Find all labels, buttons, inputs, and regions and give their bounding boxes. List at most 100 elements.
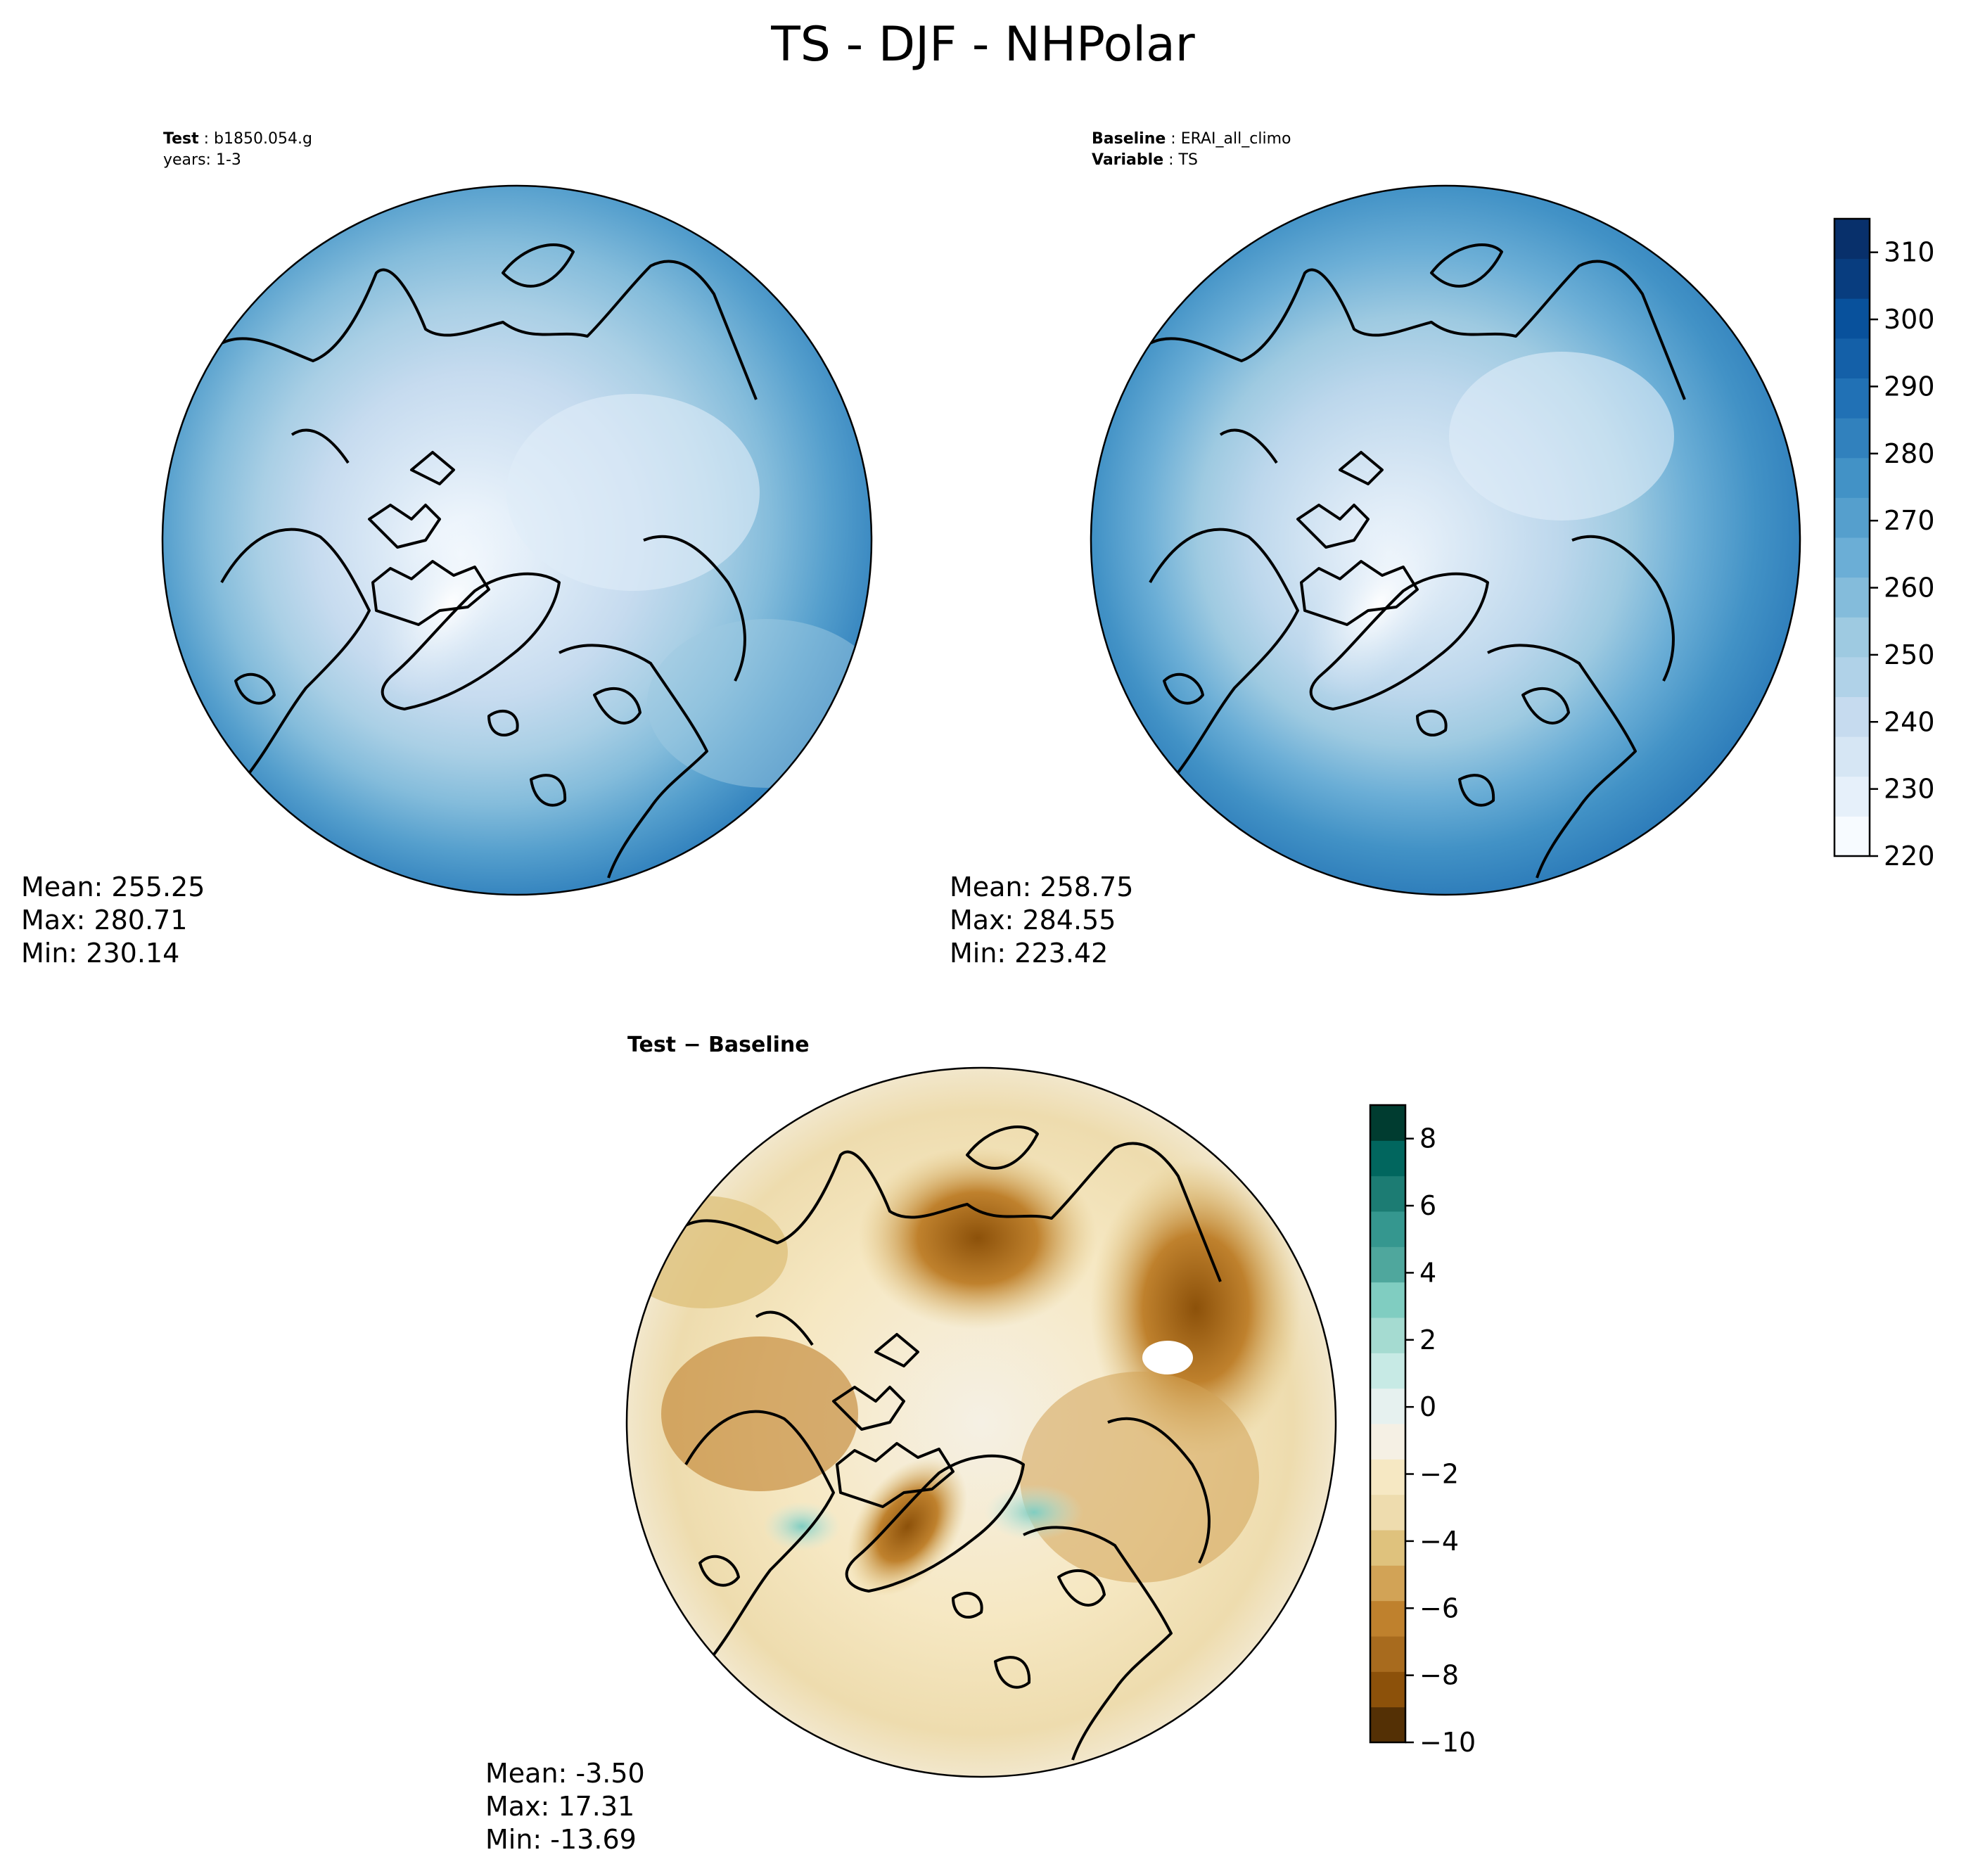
test-siberia-cold [506, 394, 760, 591]
blues-colorbar-segment [1834, 298, 1870, 339]
baseline-map [1090, 184, 1801, 896]
blues-colorbar-tick-label: 240 [1884, 706, 1935, 737]
blues-colorbar-segment [1834, 816, 1870, 857]
difference-arctic-cold-bias [858, 1147, 1097, 1329]
brbg-colorbar-segment [1370, 1246, 1405, 1283]
brbg-colorbar-segment [1370, 1459, 1405, 1495]
blues-colorbar-segment [1834, 656, 1870, 697]
brbg-colorbar-segment [1370, 1565, 1405, 1602]
blues-colorbar-tick-label: 250 [1884, 639, 1935, 670]
brbg-colorbar-segment [1370, 1105, 1405, 1141]
difference-america-bias [661, 1336, 858, 1491]
baseline-variable-value: TS [1178, 151, 1198, 169]
test-max: Max: 280.71 [21, 905, 188, 936]
blues-colorbar-segment [1834, 776, 1870, 817]
blues-colorbar-segment [1834, 418, 1870, 459]
brbg-colorbar: −10 −8 −6 −4 −2 0 2 4 6 8 [1369, 1104, 1476, 1758]
brbg-colorbar-tick-label: 0 [1419, 1391, 1436, 1422]
difference-title: Test − Baseline [627, 1033, 810, 1057]
brbg-colorbar-tick-label: −8 [1419, 1660, 1459, 1691]
brbg-colorbar-tick-label: −2 [1419, 1459, 1459, 1490]
test-header: Test : b1850.054.g years: 1-3 [163, 129, 312, 171]
brbg-colorbar-frame [1369, 1104, 1407, 1744]
blues-colorbar-segment [1834, 338, 1870, 378]
difference-min: Min: -13.69 [485, 1824, 637, 1855]
blues-colorbar-tick-label: 300 [1884, 304, 1935, 335]
baseline-stats: Mean: 258.75 Max: 284.55 Min: 223.42 [950, 871, 1133, 970]
brbg-colorbar-segment [1370, 1636, 1405, 1672]
blues-colorbar-segment [1834, 696, 1870, 737]
figure-title: TS - DJF - NHPolar [771, 17, 1195, 72]
blues-colorbar-segment [1834, 457, 1870, 498]
brbg-colorbar-segment [1370, 1282, 1405, 1318]
baseline-max: Max: 284.55 [950, 905, 1116, 936]
brbg-colorbar-tick-label: 4 [1419, 1257, 1436, 1288]
brbg-colorbar-segment [1370, 1353, 1405, 1389]
brbg-colorbar-tick-label: −4 [1419, 1526, 1459, 1557]
difference-labrador-warm [763, 1502, 841, 1551]
brbg-colorbar-segment [1370, 1140, 1405, 1177]
blues-colorbar-tick-label: 230 [1884, 774, 1935, 805]
baseline-min: Min: 223.42 [950, 938, 1109, 969]
difference-greenland-bias [847, 1457, 968, 1596]
brbg-colorbar-segment [1370, 1600, 1405, 1637]
test-map [161, 184, 873, 896]
blues-colorbar-tick-label: 290 [1884, 371, 1935, 402]
brbg-colorbar-segment [1370, 1530, 1405, 1566]
difference-pacific-bias [627, 1196, 788, 1308]
blues-colorbar-segment [1834, 736, 1870, 777]
brbg-colorbar-tick-label: 8 [1419, 1123, 1436, 1154]
baseline-map-boundary [1090, 184, 1801, 896]
blues-colorbar-frame [1833, 217, 1871, 857]
brbg-colorbar-segment [1370, 1175, 1405, 1212]
difference-max: Max: 17.31 [485, 1791, 635, 1822]
brbg-colorbar-segment [1370, 1211, 1405, 1247]
baseline-siberia-cold [1449, 352, 1674, 521]
blues-colorbar-tick-label: 270 [1884, 505, 1935, 536]
blues-colorbar-tick-label: 280 [1884, 438, 1935, 469]
brbg-colorbar-segment [1370, 1424, 1405, 1460]
baseline-header-value: ERAI_all_climo [1180, 130, 1291, 148]
test-greenland-cold [374, 512, 527, 698]
blues-colorbar-tick-label: 310 [1884, 237, 1935, 268]
blues-colorbar-segment [1834, 577, 1870, 618]
brbg-colorbar-segment [1370, 1706, 1405, 1743]
baseline-mean: Mean: 258.75 [950, 872, 1134, 902]
difference-missing-data [1142, 1341, 1193, 1374]
brbg-colorbar-segment [1370, 1494, 1405, 1531]
brbg-colorbar-segment [1370, 1388, 1405, 1424]
blues-colorbar-tick-label: 260 [1884, 573, 1935, 604]
test-map-boundary [161, 184, 873, 896]
test-header-years: years: 1-3 [163, 151, 241, 169]
test-header-label: Test [163, 130, 199, 148]
difference-map-boundary [625, 1066, 1337, 1778]
brbg-colorbar-tick-label: 6 [1419, 1190, 1436, 1221]
test-mean: Mean: 255.25 [21, 872, 205, 902]
test-eurasia-field [647, 619, 872, 788]
brbg-colorbar-tick-label: −6 [1419, 1593, 1459, 1623]
brbg-colorbar-tick-label: −10 [1419, 1727, 1476, 1758]
baseline-variable-label: Variable [1092, 151, 1164, 169]
blues-colorbar-segment [1834, 258, 1870, 299]
baseline-header: Baseline : ERAI_all_climo Variable : TS [1092, 130, 1291, 169]
blues-colorbar-segment [1834, 219, 1870, 260]
brbg-colorbar-tick-label: 2 [1419, 1325, 1436, 1355]
baseline-header-label: Baseline [1092, 130, 1166, 148]
baseline-greenland-cold [1302, 512, 1455, 698]
test-min: Min: 230.14 [21, 938, 180, 969]
difference-mean: Mean: -3.50 [485, 1758, 645, 1789]
blues-colorbar-tick-label: 220 [1884, 841, 1935, 872]
blues-colorbar: 220 230 240 250 260 270 280 290 300 310 [1833, 217, 1935, 872]
brbg-colorbar-segment [1370, 1317, 1405, 1353]
test-header-value: b1850.054.g [214, 130, 312, 148]
blues-colorbar-segment [1834, 497, 1870, 538]
test-stats: Mean: 255.25 Max: 280.71 Min: 230.14 [21, 871, 205, 970]
blues-colorbar-segment [1834, 537, 1870, 578]
blues-colorbar-segment [1834, 617, 1870, 658]
difference-stats: Mean: -3.50 Max: 17.31 Min: -13.69 [485, 1757, 645, 1856]
difference-eurasia-bias [1020, 1372, 1259, 1583]
brbg-colorbar-segment [1370, 1671, 1405, 1708]
difference-map [625, 1066, 1337, 1778]
